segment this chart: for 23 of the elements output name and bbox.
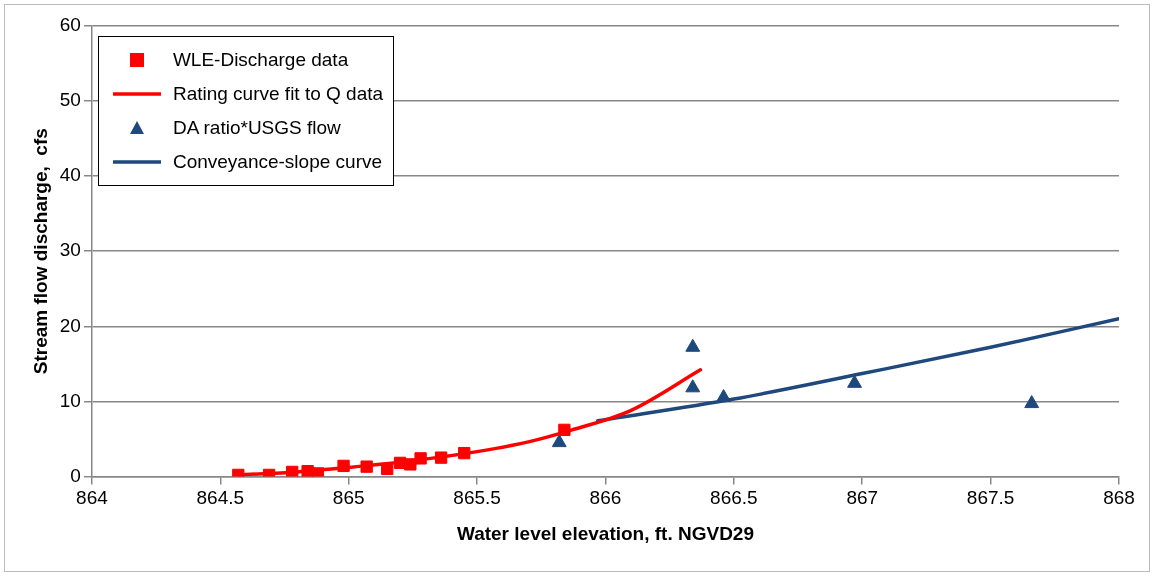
- legend-label: WLE-Discharge data: [172, 49, 349, 71]
- legend-label: Conveyance-slope curve: [172, 151, 383, 173]
- x-tick-label: 865.5: [453, 487, 501, 509]
- line-series: [596, 317, 1119, 423]
- legend-label: DA ratio*USGS flow: [172, 117, 341, 139]
- x-tick-label: 868: [1103, 487, 1135, 509]
- y-axis-title: Stream flow discharge, cfs: [29, 128, 51, 375]
- y-tick-label: 20: [59, 314, 81, 336]
- legend-label: Rating curve fit to Q data: [172, 83, 384, 105]
- y-tick-label: 50: [59, 89, 81, 111]
- y-tick-label: 60: [59, 14, 81, 36]
- y-tick-label: 10: [59, 389, 81, 411]
- x-tick-label: 864.5: [196, 487, 245, 509]
- y-tick-label: 40: [59, 164, 81, 186]
- x-tick-label: 866: [589, 487, 622, 509]
- x-tick-label: 867: [846, 487, 879, 509]
- x-tick-label: 865: [332, 487, 365, 509]
- y-tick-label: 30: [59, 239, 81, 261]
- x-tick-label: 866.5: [710, 487, 758, 509]
- x-tick-label: 864: [76, 487, 109, 509]
- x-axis-title: Water level elevation, ft. NGVD29: [456, 522, 754, 544]
- x-tick-label: 867.5: [966, 487, 1015, 509]
- y-tick-label: 0: [70, 464, 81, 486]
